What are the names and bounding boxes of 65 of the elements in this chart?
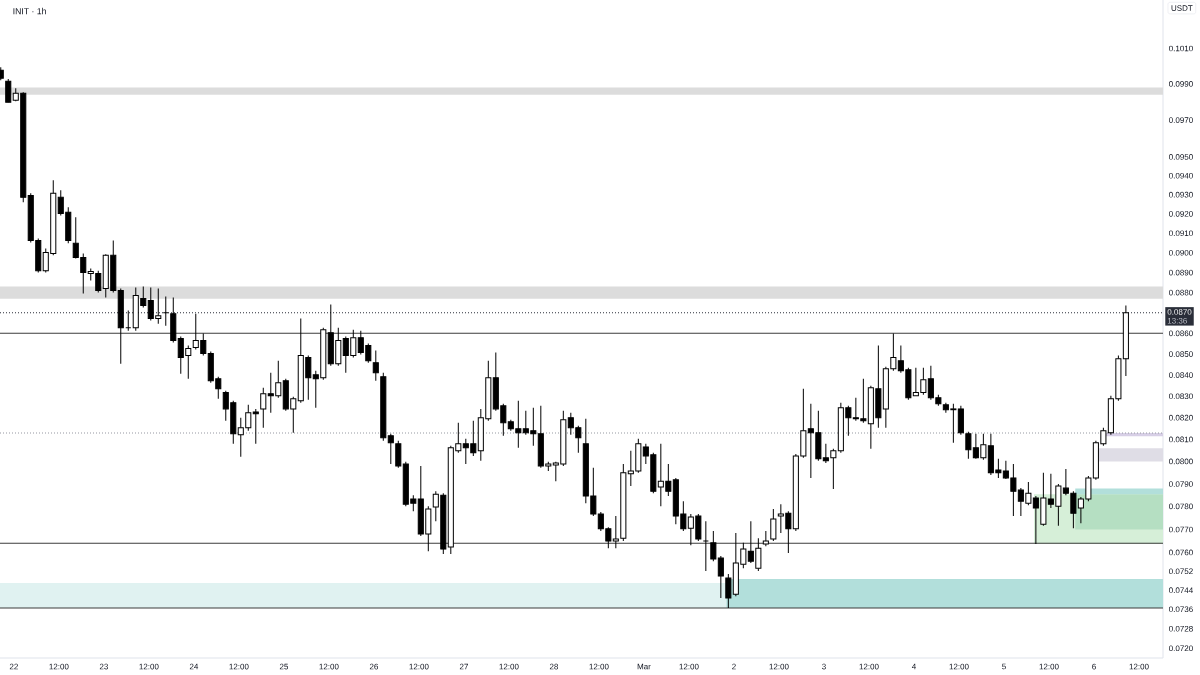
y-tick-label: 0.0990	[1169, 81, 1193, 87]
y-axis-title: USDT	[1171, 5, 1193, 11]
y-tick-label: 0.0850	[1169, 351, 1193, 357]
y-tick-label: 0.0770	[1169, 526, 1193, 533]
x-tick-label: 12:00	[859, 663, 879, 670]
y-tick-label: 0.0940	[1169, 172, 1193, 179]
x-tick-label: 6	[1092, 663, 1096, 670]
x-tick-label: 12:00	[139, 663, 159, 670]
x-tick-label: 26	[369, 663, 379, 670]
y-tick-label: 0.0890	[1169, 269, 1193, 276]
candlestick	[702, 520, 709, 572]
candlestick	[252, 408, 259, 445]
y-tick-label: 0.0900	[1169, 249, 1193, 256]
y-tick-label: 0.0910	[1169, 230, 1193, 237]
y-tick-label: 0.0930	[1169, 191, 1193, 198]
x-tick-label: 12:00	[499, 663, 519, 670]
y-tick-label: 0.0880	[1169, 289, 1193, 296]
candlestick	[5, 78, 12, 103]
x-tick-label: 12:00	[679, 663, 699, 670]
x-tick-label: 12:00	[229, 663, 249, 670]
x-tick-label: 23	[99, 663, 108, 670]
ref-line-label: 0.0870	[1167, 309, 1192, 315]
y-tick-label: 0.1010	[1169, 45, 1193, 52]
x-tick-label: 4	[911, 663, 916, 670]
x-tick-label: 12:00	[319, 663, 339, 670]
y-tick-label: 0.0860	[1169, 330, 1193, 337]
x-tick-label: 12:00	[769, 663, 789, 670]
x-tick-label: 22	[9, 663, 18, 670]
candlestick	[770, 508, 777, 542]
x-tick-label: 12:00	[409, 663, 429, 670]
y-tick-label: 0.0950	[1169, 154, 1193, 160]
x-tick-label: Mar	[637, 663, 651, 670]
y-tick-label: 0.0810	[1169, 436, 1193, 443]
x-tick-label: 27	[459, 663, 468, 670]
text: 13:36	[1167, 317, 1187, 324]
candlestick	[260, 387, 267, 429]
text: INIT · 1h	[13, 7, 46, 15]
x-tick-label: 28	[549, 663, 559, 670]
y-tick-label: 0.0744	[1169, 587, 1193, 594]
y-tick-label: 0.0752	[1169, 568, 1193, 575]
x-tick-label: 25	[279, 663, 289, 670]
y-tick-label: 0.0830	[1169, 393, 1193, 400]
x-tick-label: 3	[822, 663, 826, 670]
x-tick-label: 24	[189, 663, 199, 670]
y-tick-label: 0.0920	[1169, 211, 1193, 217]
y-tick-label: 0.0760	[1169, 549, 1193, 556]
candlestick	[395, 440, 402, 469]
y-tick-label: 0.0970	[1169, 117, 1193, 123]
y-tick-label: 0.0736	[1169, 606, 1193, 613]
y-tick-label: 0.0720	[1169, 645, 1193, 652]
x-tick-label: 12:00	[1039, 663, 1059, 670]
x-tick-label: 5	[1002, 663, 1006, 670]
y-tick-label: 0.0840	[1169, 372, 1193, 378]
y-tick-label: 0.0800	[1169, 458, 1193, 465]
y-tick-label: 0.0780	[1169, 503, 1193, 510]
candlestick	[387, 433, 394, 465]
x-tick-label: 12:00	[949, 663, 969, 670]
y-tick-label: 0.0728	[1169, 625, 1193, 632]
y-tick-label: 0.0820	[1169, 414, 1193, 421]
y-tick-label: 0.0790	[1169, 481, 1193, 487]
x-tick-label: 12:00	[589, 663, 609, 670]
x-tick-label: 12:00	[49, 663, 69, 670]
candlestick	[372, 349, 379, 382]
x-tick-label: 12:00	[1129, 663, 1149, 670]
x-tick-label: 2	[732, 663, 736, 670]
